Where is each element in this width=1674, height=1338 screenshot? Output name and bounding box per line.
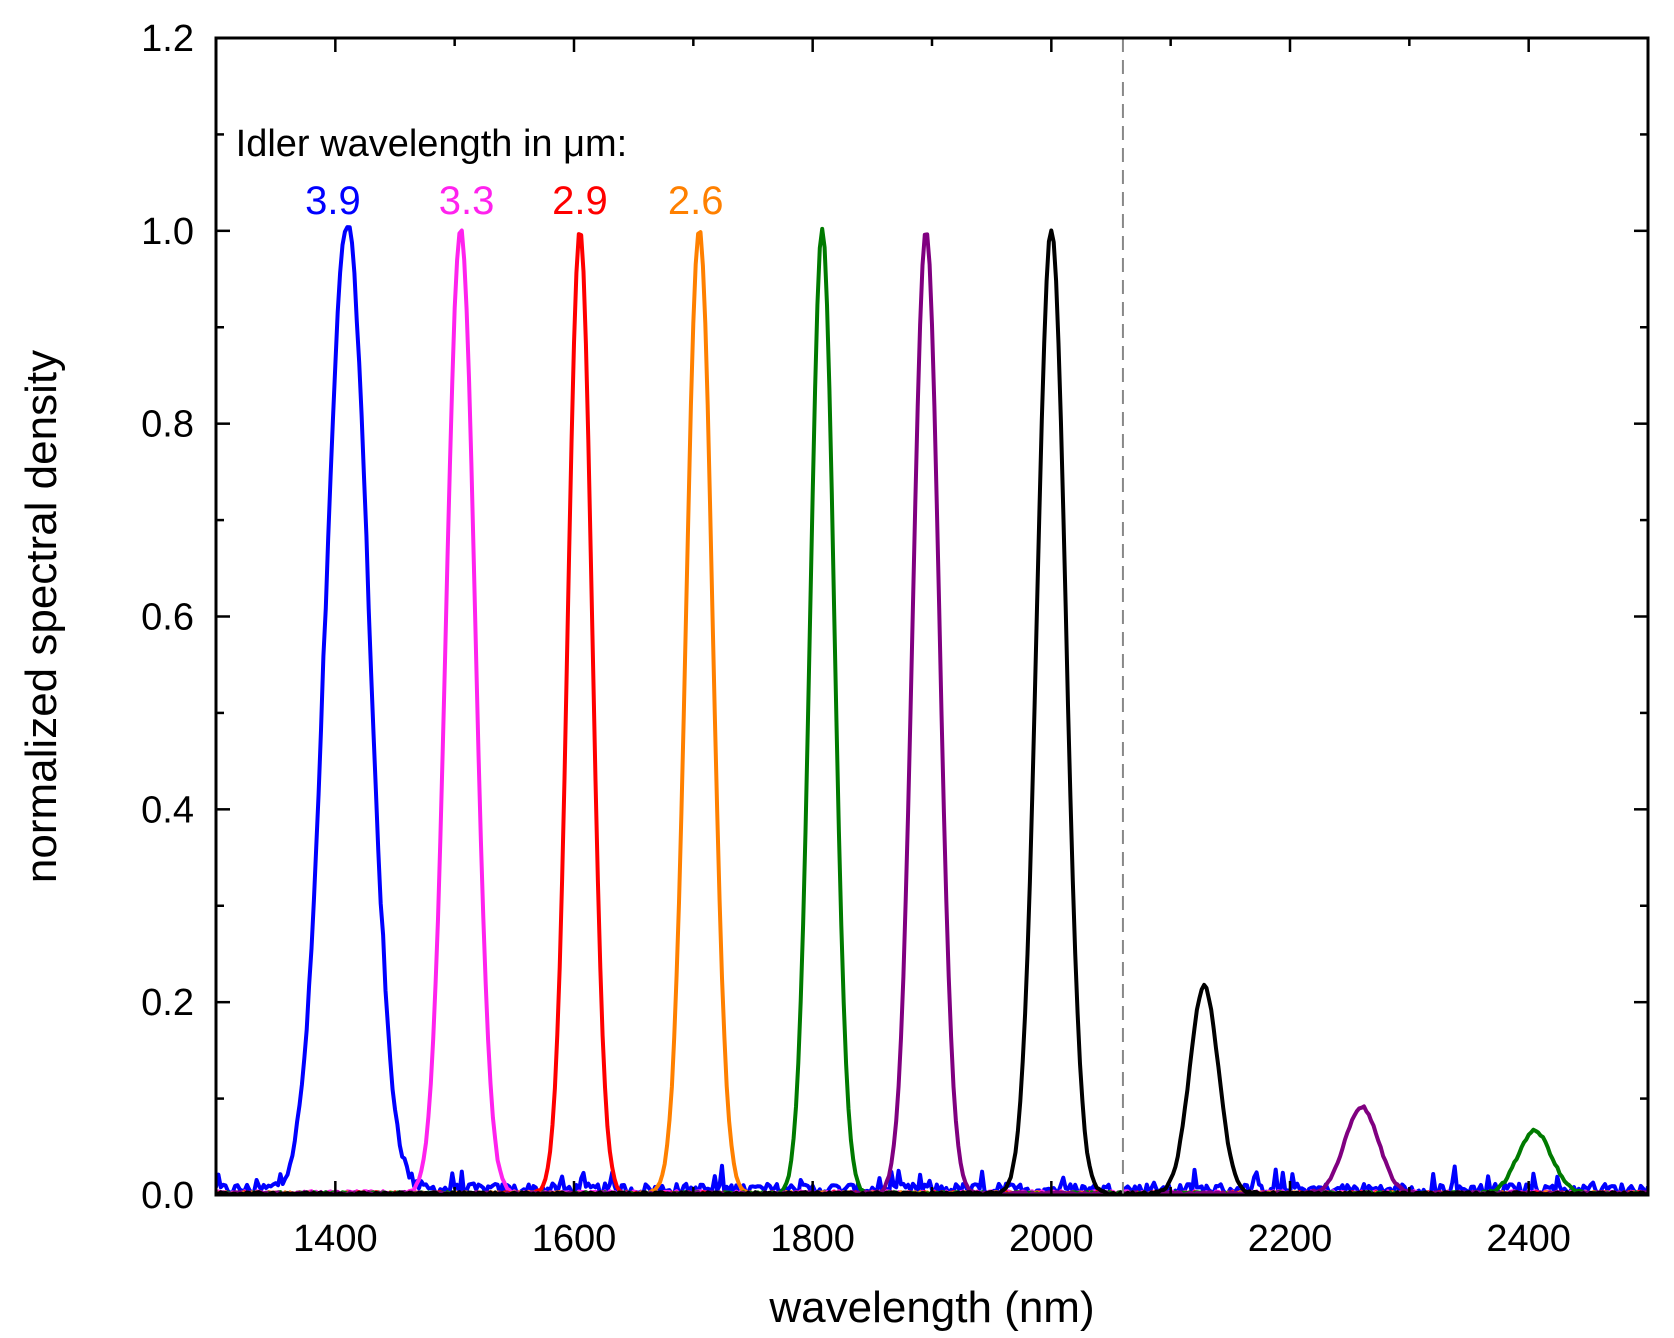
annotation-labels: 3.9 3.3 2.9 2.6 [305,179,723,223]
y-tick-label: 0.0 [141,1175,194,1217]
x-tick-label: 1800 [770,1218,855,1260]
y-axis: 0.0 0.2 0.4 0.6 0.8 1.0 1.2 [141,18,1648,1217]
x-tick-label: 2000 [1009,1218,1094,1260]
x-tick-label: 2400 [1486,1218,1571,1260]
x-tick-label: 1400 [293,1218,378,1260]
y-tick-label: 0.4 [141,789,194,831]
y-tick-label: 1.0 [141,211,194,253]
y-tick-label: 0.8 [141,404,194,446]
annotation-label: 2.9 [552,179,608,223]
series-layer [216,225,1648,1195]
x-axis: 1400 1600 1800 2000 2200 2400 [214,38,1650,1260]
annotation-label: 3.9 [305,179,361,223]
x-axis-title: wavelength (nm) [768,1283,1094,1332]
annotation-label: 2.6 [668,179,724,223]
x-tick-label: 2200 [1248,1218,1333,1260]
x-tick-label: 1600 [532,1218,617,1260]
y-axis-title: normalized spectral density [17,350,66,883]
y-tick-label: 1.2 [141,18,194,60]
annotation-title: Idler wavelength in μm: [236,123,628,165]
y-tick-label: 0.6 [141,597,194,639]
y-tick-label: 0.2 [141,982,194,1024]
annotation-label: 3.3 [439,179,495,223]
plot-frame [214,36,1650,1197]
